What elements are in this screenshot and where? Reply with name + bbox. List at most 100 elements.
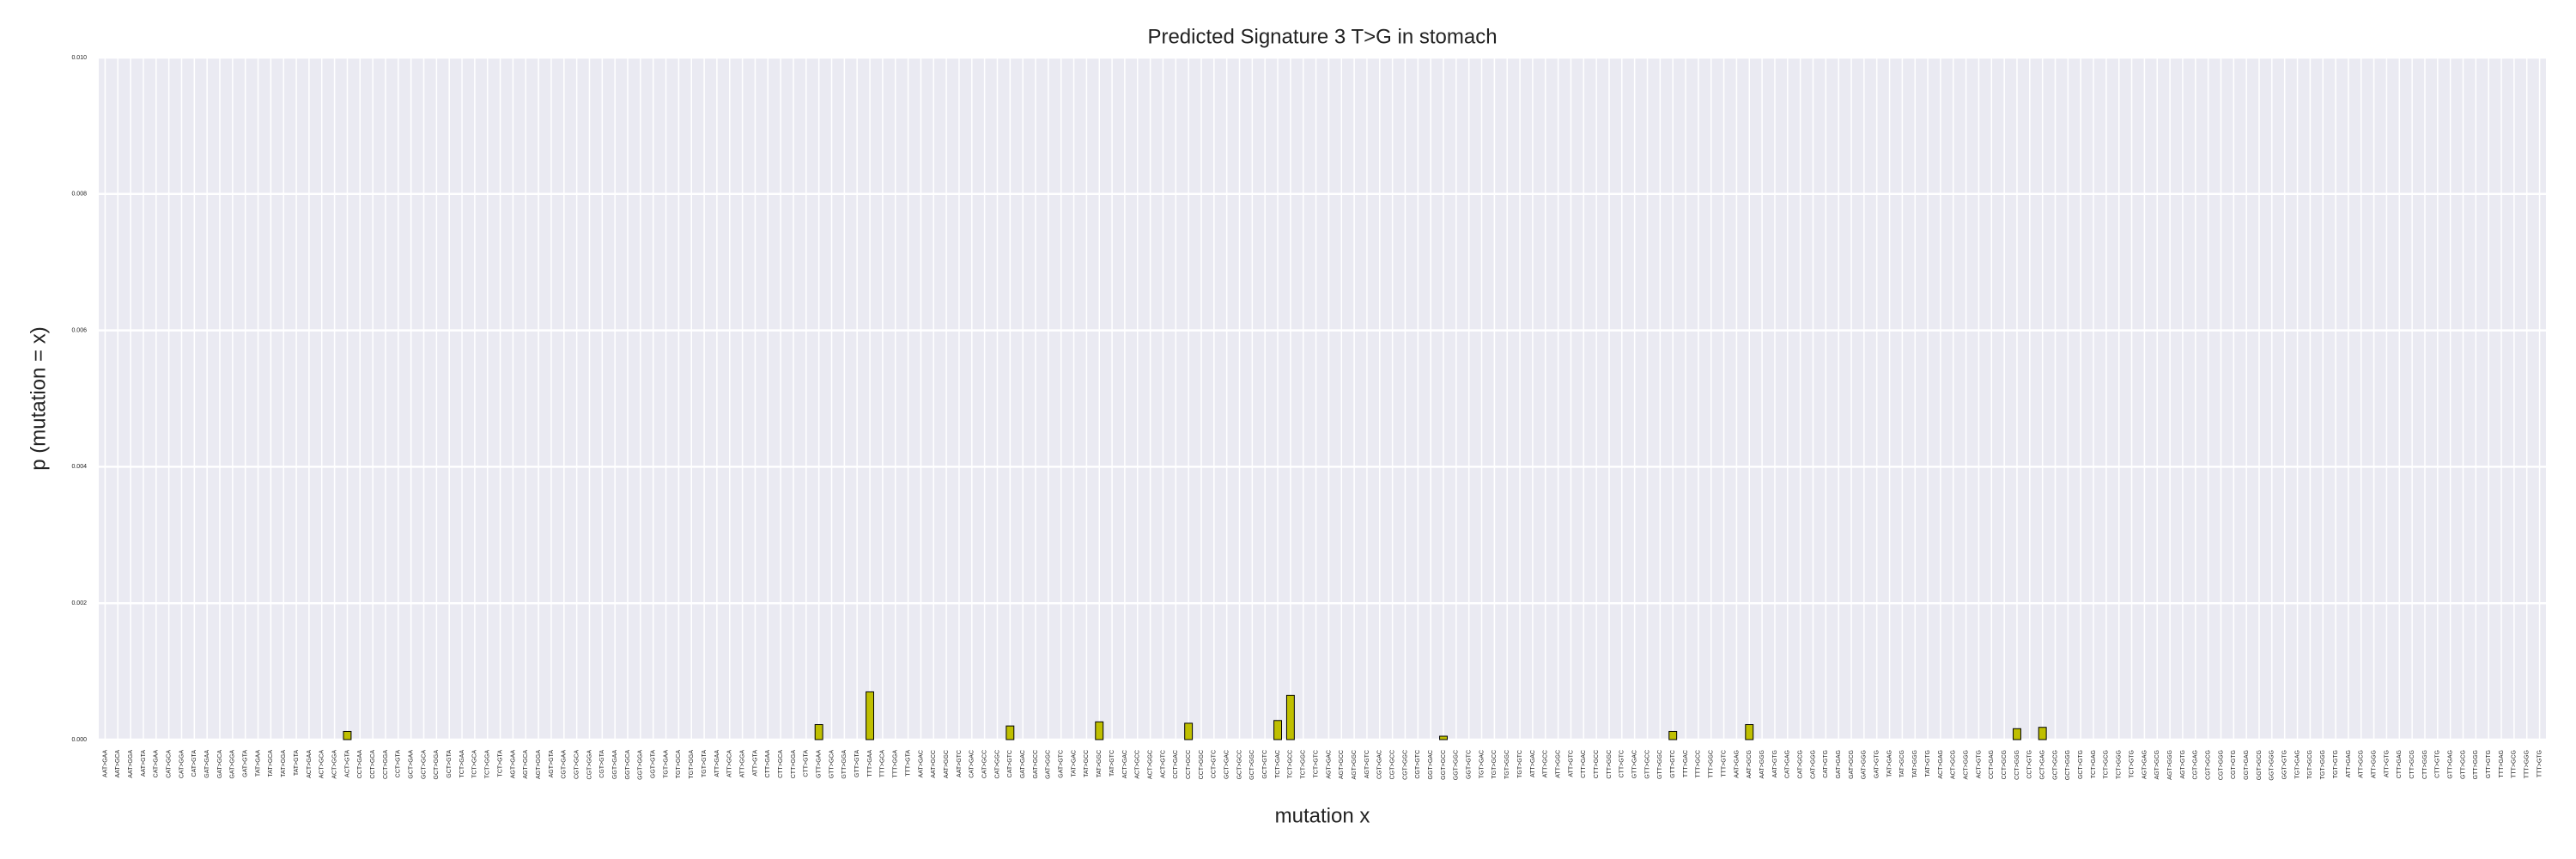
x-tick-label: CAT>GAC	[969, 750, 975, 778]
x-tick-label: CCT>GTA	[396, 750, 402, 778]
bar	[2013, 728, 2021, 740]
x-tick-label: TTT>GTA	[905, 750, 911, 777]
x-tick-label: CTT>GGA	[791, 750, 797, 779]
bar	[814, 724, 823, 740]
x-tick-label: CAT>GCG	[1797, 750, 1803, 779]
x-tick-label: TCT>GTG	[2129, 750, 2135, 778]
x-tick-label: GCT>GTA	[447, 750, 453, 778]
x-tick-label: TAT>GTG	[1925, 750, 1931, 777]
x-tick-label: GTT>GCA	[829, 750, 835, 779]
x-tick-label: GTT>GAA	[817, 750, 823, 778]
x-tick-label: ATT>GTA	[752, 750, 758, 777]
x-tick-label: TTT>GCC	[1696, 750, 1702, 777]
x-tick-label: CAT>GAG	[1785, 750, 1791, 778]
x-tick-label: TCT>GAA	[459, 750, 465, 778]
x-tick-label: ATT>GGA	[739, 750, 745, 778]
x-tick-label: CGT>GTG	[2231, 750, 2237, 779]
x-tick-label: TAT>GTA	[294, 750, 300, 776]
x-tick-label: TCT>GTA	[497, 750, 503, 777]
x-tick-label: ACT>GGG	[1963, 750, 1969, 779]
x-tick-label: AAT>GCC	[931, 750, 937, 778]
x-tick-label: TGT>GCC	[1492, 750, 1498, 779]
x-tick-label: GGT>GAC	[1428, 750, 1434, 779]
x-tick-label: ATT>GTC	[1568, 750, 1574, 777]
y-tick-label: 0.006	[71, 327, 87, 333]
x-tick-label: CGT>GCG	[2205, 750, 2211, 780]
x-tick-label: CGT>GTA	[599, 750, 605, 778]
x-tick-label: GCT>GGG	[2065, 750, 2071, 780]
x-tick-label: ACT>GCA	[319, 750, 325, 779]
x-tick-label: AGT>GCG	[2154, 750, 2160, 779]
x-tick-label: ACT>GGC	[1147, 750, 1153, 779]
x-tick-label: CAT>GGA	[179, 750, 185, 778]
x-tick-label: ACT>GCC	[1135, 750, 1141, 779]
x-tick-label: TAT>GGA	[281, 750, 287, 777]
x-tick-label: GAT>GCC	[1033, 750, 1039, 779]
x-tick-label: GAT>GGA	[230, 750, 236, 779]
y-tick-label: 0.002	[71, 600, 87, 606]
x-tick-label: AGT>GCA	[523, 750, 529, 779]
x-tick-label: TTT>GGC	[1709, 750, 1715, 778]
x-tick-label: GCT>GGC	[1249, 750, 1255, 780]
x-tick-label: GTT>GGG	[2473, 750, 2479, 779]
x-tick-label: CCT>GAC	[1173, 750, 1179, 779]
x-tick-label: CCT>GCC	[1186, 750, 1192, 779]
x-tick-label: ACT>GGA	[331, 750, 337, 779]
x-tick-label: ACT>GTA	[344, 750, 350, 777]
x-tick-label: ACT>GCG	[1951, 750, 1957, 779]
x-tick-label: GCT>GCG	[2052, 750, 2058, 780]
x-tick-label: TAT>GGG	[1912, 750, 1918, 778]
x-tick-label: ATT>GCA	[727, 750, 733, 777]
x-tick-label: GCT>GGA	[434, 750, 440, 780]
x-tick-label: TGT>GGC	[1504, 750, 1510, 779]
x-tick-label: TGT>GAC	[1479, 750, 1485, 778]
x-tick-label: TTT>GAA	[867, 750, 873, 777]
x-tick-label: CTT>GAG	[2397, 750, 2403, 778]
x-tick-label: GGT>GGC	[1454, 750, 1460, 780]
x-tick-label: CGT>GAA	[562, 750, 568, 779]
x-tick-label: CTT>GTC	[1619, 750, 1625, 777]
x-tick-label: ATT>GAA	[714, 750, 720, 777]
x-tick-label: GGT>GTA	[651, 750, 657, 778]
bar	[1184, 722, 1194, 740]
x-tick-label: AGT>GAA	[510, 750, 516, 779]
x-tick-label: CAT>GTC	[1007, 750, 1013, 777]
x-tick-label: CCT>GCA	[370, 750, 376, 779]
x-tick-label: GGT>GAA	[612, 750, 618, 779]
x-tick-label: GGT>GTG	[2282, 750, 2288, 779]
x-tick-label: GGT>GGG	[2269, 750, 2275, 781]
x-tick-label: CTT>GGG	[2422, 750, 2428, 779]
x-tick-label: GAT>GGC	[1046, 750, 1052, 779]
x-tick-label: TAT>GCA	[268, 750, 274, 777]
x-tick-label: CGT>GCC	[1389, 750, 1395, 779]
x-tick-label: ATT>GAG	[2346, 750, 2352, 777]
x-tick-label: CAT>GCA	[166, 750, 172, 778]
x-tick-label: CCT>GAG	[1989, 750, 1995, 779]
x-tick-label: AAT>GCG	[1747, 750, 1753, 778]
x-tick-label: AGT>GCC	[1339, 750, 1345, 779]
x-tick-label: CTT>GTG	[2435, 750, 2441, 778]
x-tick-label: TGT>GCG	[2307, 750, 2313, 779]
x-tick-label: CCT>GGG	[2014, 750, 2020, 780]
x-tick-label: TCT>GGC	[1301, 750, 1307, 779]
chart-title: Predicted Signature 3 T>G in stomach	[1147, 25, 1497, 48]
x-tick-label: TGT>GTA	[702, 750, 708, 777]
x-tick-label: CAT>GGC	[994, 750, 1000, 779]
x-tick-label: TCT>GAC	[1275, 750, 1281, 778]
x-tick-label: CGT>GCA	[574, 750, 580, 779]
x-tick-label: CGT>GTC	[1415, 750, 1421, 779]
x-tick-label: TGT>GAG	[2294, 750, 2300, 779]
bar	[1095, 721, 1104, 740]
x-tick-label: TCT>GTC	[1313, 750, 1319, 777]
bar	[1439, 735, 1448, 740]
x-tick-label: AGT>GTA	[549, 750, 555, 778]
x-tick-label: GCT>GTG	[2078, 750, 2084, 779]
x-tick-label: TAT>GCG	[1899, 750, 1905, 777]
x-tick-label: GAT>GAC	[1020, 750, 1026, 778]
x-tick-label: GGT>GCG	[2257, 750, 2263, 780]
bar	[343, 730, 352, 740]
x-tick-label: TCT>GCG	[2104, 750, 2110, 779]
x-tick-label: TGT>GTC	[1517, 750, 1523, 778]
x-tick-label: TTT>GGG	[2524, 750, 2530, 778]
y-tick-label: 0.010	[71, 55, 87, 61]
